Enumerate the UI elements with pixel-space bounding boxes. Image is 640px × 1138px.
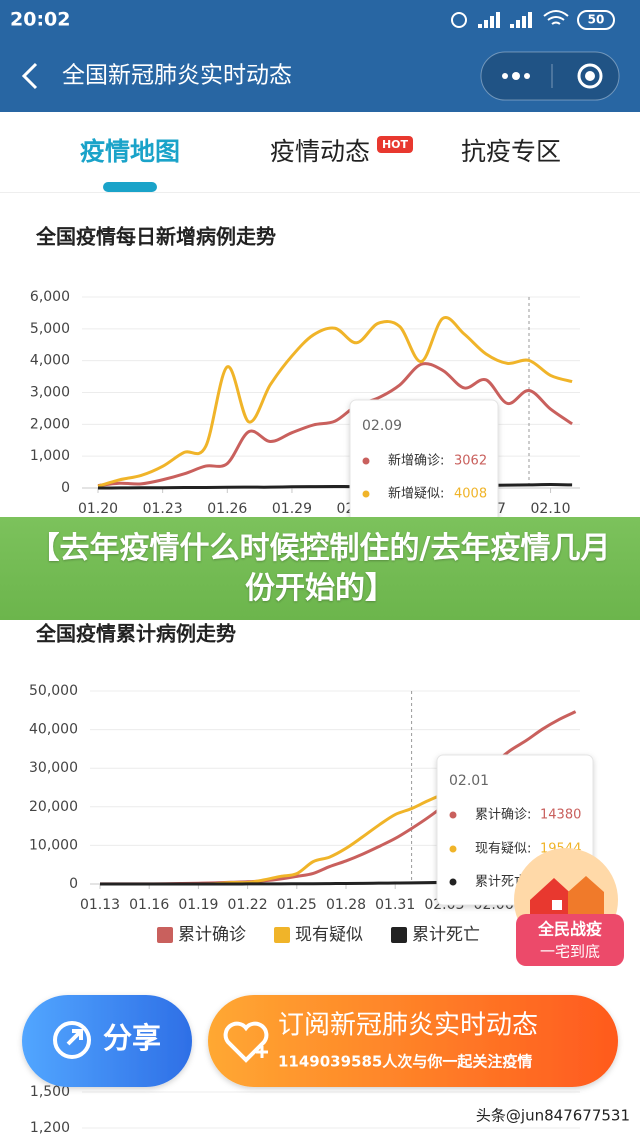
- x-tick-label: 01.25: [277, 897, 317, 913]
- x-tick-label: 01.22: [228, 897, 268, 913]
- series-line: [97, 483, 573, 490]
- legend-label: 累计死亡: [412, 925, 480, 945]
- tooltip-value: 3062: [454, 454, 487, 469]
- y-tick-label: 4,000: [30, 353, 70, 369]
- legend-swatch: [157, 927, 173, 943]
- hot-badge: [377, 136, 413, 153]
- y-tick-label: 0: [69, 876, 78, 892]
- subscribe-title: 订阅新冠肺炎实时动态: [278, 1011, 538, 1041]
- x-tick-label: 01.29: [272, 501, 312, 517]
- battery-level: 50: [588, 13, 605, 27]
- y-tick-label: 10,000: [29, 837, 78, 853]
- y-tick-label: 20,000: [29, 799, 78, 815]
- legend-swatch: [391, 927, 407, 943]
- back-button[interactable]: [21, 62, 38, 90]
- x-tick-label: 01.26: [207, 501, 247, 517]
- x-tick-label: 01.20: [78, 501, 118, 517]
- tooltip-bullet: [449, 811, 457, 819]
- chart-title: 全国疫情每日新增病例走势: [35, 225, 276, 249]
- more-button[interactable]: [502, 72, 530, 80]
- y-tick-label: 0: [61, 480, 70, 496]
- legend-label: 累计确诊: [178, 925, 246, 945]
- subscribe-subtitle: 1149039585人次与你一起关注疫情: [278, 1053, 532, 1071]
- tooltip-date: 02.01: [449, 773, 489, 789]
- tab[interactable]: 疫情动态: [270, 137, 370, 166]
- y-tick-label: 1,000: [30, 448, 70, 464]
- nav-title: 全国新冠肺炎实时动态: [62, 63, 292, 89]
- tab[interactable]: 抗疫专区: [461, 137, 561, 166]
- tooltip-label: 新增疑似:: [388, 486, 444, 502]
- tooltip-date: 02.09: [362, 418, 402, 434]
- tooltip-bullet: [362, 457, 370, 465]
- status-icons: [451, 10, 615, 30]
- tooltip-bullet: [449, 845, 457, 853]
- status-time: 20:02: [10, 9, 70, 31]
- x-tick-label: 01.13: [80, 897, 120, 913]
- tooltip-label: 新增确诊:: [388, 453, 444, 469]
- x-tick-label: 01.23: [143, 501, 183, 517]
- x-tick-label: 01.19: [178, 897, 218, 913]
- x-tick-label: 01.28: [326, 897, 366, 913]
- y-tick-label: 2,000: [30, 416, 70, 432]
- y-tick-label: 6,000: [30, 289, 70, 305]
- close-button[interactable]: [577, 63, 603, 89]
- tooltip-bullet: [362, 490, 370, 498]
- header-bg: [0, 0, 640, 112]
- subscribe-button[interactable]: 订阅新冠肺炎实时动态 1149039585人次与你一起关注疫情: [208, 995, 618, 1087]
- y-tick-label: 1,200: [30, 1120, 70, 1136]
- tooltip-label: 现有疑似:: [475, 841, 531, 857]
- badge-text: 一宅到底: [540, 943, 600, 961]
- y-tick-label: 30,000: [29, 760, 78, 776]
- series-line: [97, 316, 573, 488]
- watermark: 头条@jun847677531: [476, 1107, 630, 1125]
- share-label: 分享: [103, 1021, 161, 1055]
- legend-swatch: [274, 927, 290, 943]
- x-tick-label: 02.10: [531, 501, 571, 517]
- hot-badge-text: HOT: [382, 138, 409, 151]
- tooltip-value: 4008: [454, 487, 487, 502]
- capsule: [480, 51, 620, 101]
- y-tick-label: 50,000: [29, 683, 78, 699]
- tooltip-value: 14380: [540, 808, 581, 823]
- share-button[interactable]: 分享: [22, 995, 192, 1087]
- banner: 【去年疫情什么时候控制住的/去年疫情几月份开始的】: [0, 517, 640, 620]
- y-tick-label: 5,000: [30, 321, 70, 337]
- tooltip-label: 累计确诊:: [475, 808, 531, 823]
- y-tick-label: 40,000: [29, 722, 78, 738]
- tab[interactable]: 疫情地图: [80, 137, 180, 166]
- tooltip-bullet: [449, 878, 457, 886]
- chart-title: 全国疫情累计病例走势: [35, 622, 236, 646]
- y-tick-label: 3,000: [30, 385, 70, 401]
- legend-label: 现有疑似: [295, 925, 363, 945]
- tab-indicator: [103, 182, 157, 192]
- y-tick-label: 1,500: [30, 1084, 70, 1100]
- x-tick-label: 01.16: [129, 897, 169, 913]
- badge[interactable]: 全民战疫 一宅到底: [514, 848, 624, 966]
- series-line: [97, 362, 573, 488]
- x-tick-label: 01.31: [375, 897, 415, 913]
- badge-text: 全民战疫: [537, 920, 602, 939]
